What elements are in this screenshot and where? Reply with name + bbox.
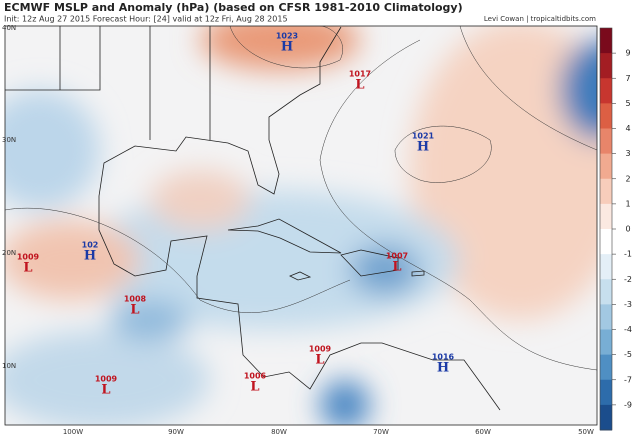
pressure-symbol: L — [250, 380, 259, 395]
colorbar-label: -9 — [624, 400, 632, 409]
colorbar-label: 2 — [625, 174, 630, 183]
longitude-label: 80W — [271, 428, 287, 436]
colorbar-segment — [600, 229, 612, 255]
longitude-label: 70W — [373, 428, 389, 436]
latitude-label: 10N — [2, 362, 16, 370]
colorbar-label: -3 — [624, 300, 632, 309]
map — [5, 26, 597, 425]
colorbar-segment — [600, 53, 612, 79]
longitude-label: 90W — [168, 428, 184, 436]
colorbar-segment — [600, 28, 612, 54]
colorbar-label: 1 — [625, 199, 630, 208]
colorbar-segment — [600, 78, 612, 104]
colorbar-label: 0 — [625, 225, 630, 234]
pressure-value: 1017 — [349, 70, 371, 79]
pressure-value: 1009 — [309, 345, 332, 354]
pressure-value: 1016 — [432, 353, 455, 362]
colorbar-segment — [600, 329, 612, 356]
pressure-symbol: L — [23, 261, 32, 276]
map-frame — [4, 25, 598, 426]
pressure-value: 1009 — [95, 375, 118, 384]
pressure-value: 1021 — [412, 132, 435, 141]
colorbar-segment — [600, 404, 612, 431]
pressure-symbol: L — [392, 260, 401, 275]
colorbar-label: 3 — [625, 149, 630, 158]
colorbar-segment — [600, 203, 612, 230]
longitude-label: 50W — [578, 428, 594, 436]
colorbar-label: -1 — [624, 250, 632, 259]
latitude-label: 40N — [2, 24, 16, 32]
latitude-label: 20N — [2, 249, 16, 257]
pressure-symbol: L — [130, 303, 139, 318]
latitude-label: 30N — [2, 136, 16, 144]
pressure-value: 1006 — [244, 372, 267, 381]
pressure-symbol: L — [355, 78, 364, 93]
colorbar-label: -2 — [624, 275, 632, 284]
pressure-value: 1023 — [276, 32, 298, 41]
pressure-value: 1008 — [124, 295, 147, 304]
colorbar-segment — [600, 128, 612, 155]
colorbar-label: 9 — [625, 49, 630, 58]
colorbar-segment — [600, 279, 612, 305]
subtitle: Init: 12z Aug 27 2015 Forecast Hour: [24… — [4, 15, 288, 24]
colorbar-segment — [600, 379, 612, 406]
pressure-symbol: L — [315, 353, 324, 368]
title: ECMWF MSLP and Anomaly (hPa) (based on C… — [4, 1, 463, 14]
colorbar-label: 5 — [625, 99, 630, 108]
pressure-symbol: L — [101, 383, 110, 398]
colorbar-label: -7 — [624, 375, 632, 384]
colorbar-label: -4 — [624, 325, 632, 334]
credit: Levi Cowan | tropicaltidbits.com — [484, 15, 596, 23]
colorbar-segment — [600, 178, 612, 205]
pressure-symbol: H — [417, 140, 429, 155]
pressure-value: 102 — [82, 241, 99, 250]
pressure-symbol: H — [84, 249, 96, 264]
colorbar-label: 7 — [625, 74, 630, 83]
colorbar-segment — [600, 304, 612, 330]
colorbar-segment — [600, 354, 612, 381]
longitude-label: 100W — [63, 428, 83, 436]
colorbar-segment — [600, 254, 612, 280]
pressure-symbol: H — [281, 40, 293, 55]
colorbar-label: 4 — [625, 124, 630, 133]
pressure-value: 1007 — [386, 252, 408, 261]
colorbar-label: -5 — [624, 350, 632, 359]
colorbar-segment — [600, 153, 612, 180]
pressure-symbol: H — [437, 361, 449, 376]
pressure-value: 1009 — [17, 253, 40, 262]
longitude-label: 60W — [475, 428, 491, 436]
colorbar-segment — [600, 103, 612, 129]
